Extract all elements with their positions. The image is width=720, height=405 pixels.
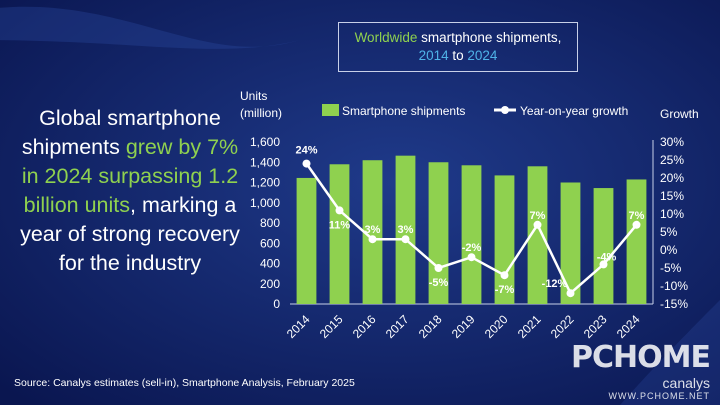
growth-label-2015: 11% <box>329 219 351 231</box>
growth-label-2016: 3% <box>365 224 381 236</box>
y-right-tick: 15% <box>660 189 684 203</box>
y-right-tick: 0% <box>660 243 678 257</box>
headline: Global smartphone shipments grew by 7% i… <box>14 104 246 278</box>
x-tick-2022: 2022 <box>548 312 577 341</box>
legend-line-label: Year-on-year growth <box>520 104 628 118</box>
y-left-tick: 1,400 <box>250 155 280 169</box>
bar-2019 <box>461 165 482 304</box>
x-tick-2019: 2019 <box>449 312 478 341</box>
growth-point-2015 <box>335 206 344 215</box>
y-right-axis-label: Growth <box>660 107 699 121</box>
headline-highlight: grew by 7% in 2024 surpassing 1.2 billio… <box>21 135 239 217</box>
growth-label-2020: -7% <box>495 284 515 296</box>
headline-part2: , marking a year of strong recovery for … <box>20 193 240 275</box>
y-left-axis-label: Units <box>240 89 267 103</box>
y-right-tick: 20% <box>660 171 684 185</box>
legend-line-marker <box>501 106 509 114</box>
growth-point-2016 <box>368 235 377 244</box>
growth-label-2023: -4% <box>597 251 617 263</box>
growth-point-2021 <box>533 220 542 229</box>
title-worldwide: Worldwide <box>354 30 418 45</box>
bar-2024 <box>626 179 647 304</box>
x-tick-2014: 2014 <box>284 312 313 341</box>
canalys-logo: canalys <box>662 375 710 391</box>
y-left-tick: 600 <box>260 236 280 250</box>
y-right-tick: 30% <box>660 135 684 149</box>
growth-point-2022 <box>566 289 575 298</box>
growth-point-2019 <box>467 253 476 262</box>
bar-2023 <box>593 188 614 304</box>
x-tick-2024: 2024 <box>614 312 643 341</box>
growth-point-2018 <box>434 264 443 272</box>
headline-part1: Global smartphone shipments <box>21 106 221 159</box>
growth-point-2020 <box>500 271 509 280</box>
y-right-tick: 25% <box>660 153 684 167</box>
bar-2021 <box>527 166 548 304</box>
growth-point-2014 <box>302 159 311 168</box>
source-note: Source: Canalys estimates (sell-in), Sma… <box>14 377 355 389</box>
y-left-tick: 400 <box>260 257 280 271</box>
chart-title: Worldwide smartphone shipments, 2014 to … <box>338 22 578 72</box>
growth-label-2014: 24% <box>295 145 317 157</box>
pchome-url: WWW.PCHOME.NET <box>608 391 710 401</box>
y-right-tick: -10% <box>660 279 688 293</box>
growth-label-2017: 3% <box>398 224 414 236</box>
y-right-tick: 10% <box>660 207 684 221</box>
growth-label-2018: -5% <box>429 277 449 289</box>
x-tick-2015: 2015 <box>317 312 346 341</box>
bar-2022 <box>560 182 581 304</box>
title-year-start: 2014 <box>418 48 449 63</box>
legend-bar-swatch <box>322 104 339 116</box>
x-tick-2023: 2023 <box>581 312 610 341</box>
growth-point-2024 <box>632 220 641 229</box>
bar-2017 <box>395 155 416 304</box>
title-year-end: 2024 <box>467 48 498 63</box>
growth-label-2024: 7% <box>629 210 645 222</box>
x-tick-2020: 2020 <box>482 312 511 341</box>
growth-point-2017 <box>401 235 410 244</box>
title-to: to <box>448 48 468 63</box>
y-left-axis-label-unit: (million) <box>240 106 282 120</box>
brand-watermark: PCHOME canalys WWW.PCHOME.NET <box>571 340 711 401</box>
growth-label-2021: 7% <box>530 210 546 222</box>
y-left-tick: 1,200 <box>250 176 280 190</box>
bar-2016 <box>362 160 383 304</box>
x-tick-2017: 2017 <box>383 312 412 341</box>
x-tick-2018: 2018 <box>416 312 445 341</box>
y-left-tick: 1,000 <box>250 196 280 210</box>
bar-2014 <box>296 177 317 304</box>
x-tick-2016: 2016 <box>350 312 379 341</box>
pchome-logo: PCHOME <box>571 340 711 375</box>
y-left-tick: 1,600 <box>250 135 280 149</box>
bar-2018 <box>428 162 449 304</box>
y-left-tick: 200 <box>260 277 280 291</box>
growth-label-2022: -12% <box>542 278 568 290</box>
growth-label-2019: -2% <box>462 242 482 254</box>
y-left-tick: 800 <box>260 216 280 230</box>
legend-bar-label: Smartphone shipments <box>342 104 465 118</box>
x-tick-2021: 2021 <box>515 312 544 341</box>
y-left-tick: 0 <box>273 297 280 311</box>
growth-point-2023 <box>599 260 608 269</box>
bar-2015 <box>329 164 350 304</box>
y-right-tick: -15% <box>660 297 688 311</box>
title-rest: smartphone shipments, <box>417 30 562 45</box>
y-right-tick: -5% <box>660 261 682 275</box>
y-right-tick: 5% <box>660 225 678 239</box>
